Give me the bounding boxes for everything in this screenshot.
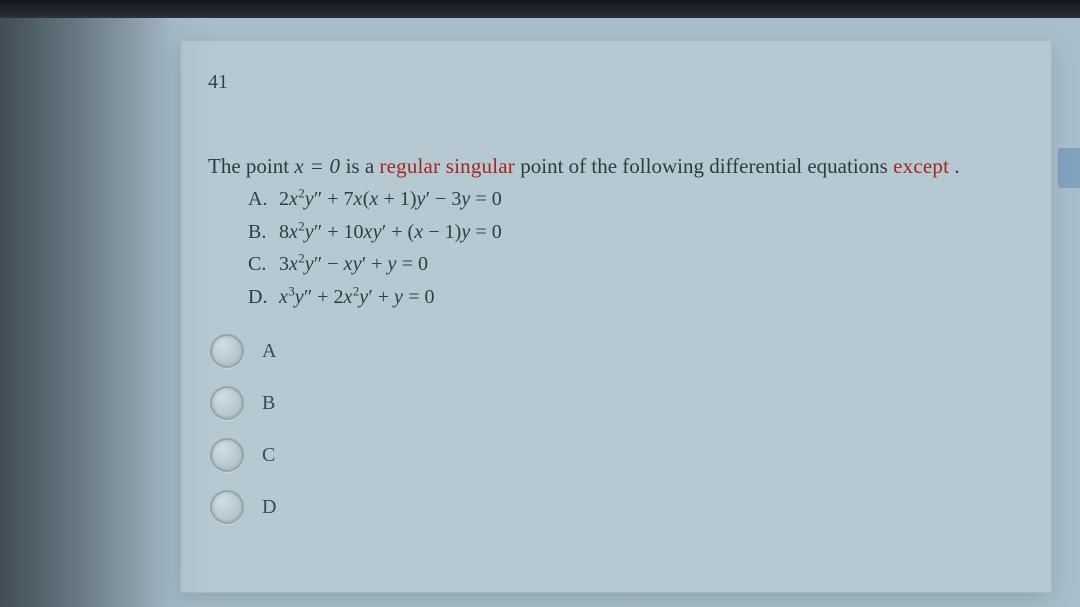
option-d[interactable]: D	[210, 490, 1024, 524]
option-label: A	[262, 337, 276, 366]
option-b[interactable]: B	[210, 386, 1024, 420]
screen-area: 41 The point x = 0 is a regular singular…	[0, 18, 1080, 607]
equation-row: D. x3y″ + 2x2y′ + y = 0	[248, 282, 1024, 312]
equation-row: A. 2x2y″ + 7x(x + 1)y′ − 3y = 0	[248, 184, 1024, 214]
answer-options: A B C D	[210, 334, 1024, 524]
prompt-suffix: .	[954, 154, 959, 178]
option-c[interactable]: C	[210, 438, 1024, 472]
option-label: C	[262, 441, 275, 470]
radio-icon[interactable]	[210, 438, 244, 472]
prompt-keyword-regular-singular: regular singular	[379, 154, 515, 178]
equation-math: x3y″ + 2x2y′ + y = 0	[279, 286, 435, 308]
prompt-is: is a	[346, 154, 380, 178]
equation-row: C. 3x2y″ − xy′ + y = 0	[248, 250, 1024, 280]
monitor-edge	[0, 0, 1080, 18]
equation-math: 2x2y″ + 7x(x + 1)y′ − 3y = 0	[279, 188, 502, 210]
prompt-keyword-except: except	[893, 154, 949, 178]
radio-icon[interactable]	[210, 334, 244, 368]
prompt-mid: point of the following differential equa…	[520, 154, 893, 178]
question-number: 41	[208, 68, 1024, 97]
question-prompt: The point x = 0 is a regular singular po…	[208, 151, 1024, 181]
radio-icon[interactable]	[210, 490, 244, 524]
equation-label: B.	[248, 218, 274, 247]
scene-root: 41 The point x = 0 is a regular singular…	[0, 0, 1080, 607]
equation-math: 8x2y″ + 10xy′ + (x − 1)y = 0	[279, 221, 502, 243]
radio-icon[interactable]	[210, 386, 244, 420]
equation-label: D.	[248, 283, 274, 312]
equation-label: A.	[248, 185, 274, 214]
option-label: D	[262, 493, 276, 522]
prompt-prefix: The point	[208, 154, 294, 178]
right-edge-sliver	[1058, 148, 1080, 188]
equation-label: C.	[248, 250, 274, 279]
prompt-point: x = 0	[294, 154, 340, 178]
equation-list: A. 2x2y″ + 7x(x + 1)y′ − 3y = 0 B. 8x2y″…	[248, 184, 1024, 312]
option-a[interactable]: A	[210, 334, 1024, 368]
question-panel: 41 The point x = 0 is a regular singular…	[180, 40, 1052, 593]
equation-math: 3x2y″ − xy′ + y = 0	[279, 253, 428, 275]
equation-row: B. 8x2y″ + 10xy′ + (x − 1)y = 0	[248, 217, 1024, 247]
option-label: B	[262, 389, 275, 418]
